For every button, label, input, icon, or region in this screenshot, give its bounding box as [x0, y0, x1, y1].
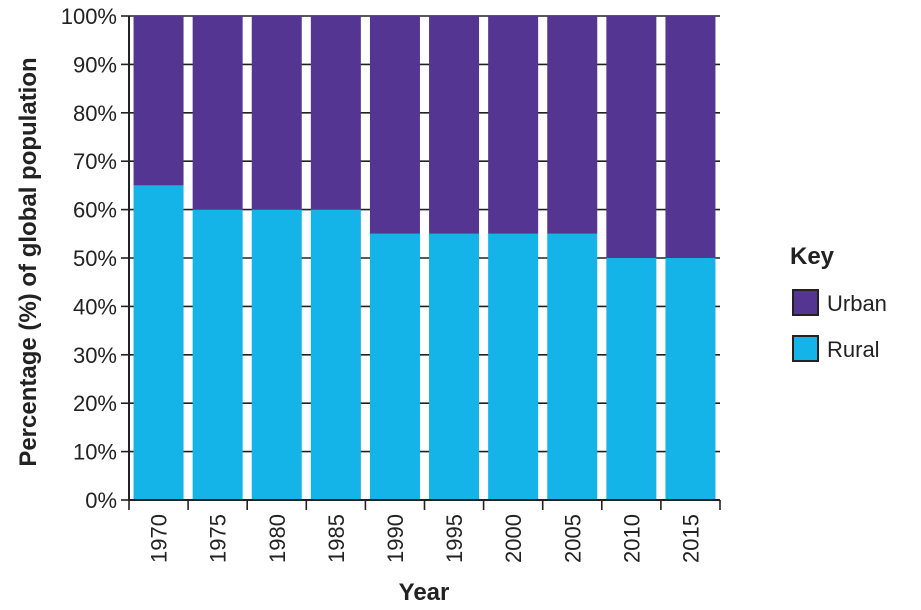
- y-tick-label: 0%: [85, 488, 117, 513]
- bar-urban-1980: [251, 16, 302, 210]
- bar-urban-1990: [369, 16, 420, 234]
- bar-rural-2010: [606, 258, 657, 500]
- y-tick-label: 100%: [61, 4, 117, 29]
- bar-rural-1975: [192, 209, 243, 500]
- x-tick-label: 1990: [383, 514, 408, 563]
- x-axis-title: Year: [399, 579, 450, 606]
- y-tick-label: 70%: [73, 149, 117, 174]
- y-tick-label: 60%: [73, 198, 117, 223]
- legend-label-urban: Urban: [827, 291, 887, 316]
- legend-swatch-urban: [792, 289, 819, 316]
- bar-rural-1990: [369, 233, 420, 501]
- bar-rural-1970: [133, 185, 184, 500]
- x-tick-label: 1970: [147, 514, 172, 563]
- legend: Key Urban Rural: [790, 243, 887, 362]
- bar-rural-2015: [665, 258, 716, 500]
- axes: [121, 15, 721, 510]
- x-tick-label: 2015: [678, 514, 703, 563]
- bar-rural-1980: [251, 209, 302, 500]
- y-tick-label: 10%: [73, 440, 117, 465]
- x-tick-label: 1995: [442, 514, 467, 563]
- bar-rural-2005: [547, 233, 598, 501]
- bar-urban-2010: [606, 16, 657, 258]
- bar-urban-2000: [488, 16, 539, 234]
- bar-urban-1985: [310, 16, 361, 210]
- legend-title: Key: [790, 243, 835, 270]
- bar-rural-1995: [429, 233, 480, 501]
- y-tick-labels: 0% 10% 20% 30% 40% 50% 60% 70% 80% 90% 100%: [61, 4, 117, 513]
- x-tick-label: 1985: [324, 514, 349, 563]
- x-tick-label: 1975: [206, 514, 231, 563]
- bar-urban-2015: [665, 16, 716, 258]
- legend-swatch-rural: [792, 335, 819, 362]
- bar-rural-2000: [488, 233, 539, 501]
- y-tick-label: 20%: [73, 391, 117, 416]
- bar-urban-2005: [547, 16, 598, 234]
- bar-rural-1985: [310, 209, 361, 500]
- bar-urban-1995: [429, 16, 480, 234]
- bar-urban-1970: [133, 16, 184, 186]
- y-tick-label: 50%: [73, 246, 117, 271]
- x-tick-label: 2005: [560, 514, 585, 563]
- x-tick-label: 1980: [265, 514, 290, 563]
- y-tick-label: 40%: [73, 294, 117, 319]
- x-tick-label: 2000: [501, 514, 526, 563]
- y-tick-label: 90%: [73, 52, 117, 77]
- y-tick-label: 30%: [73, 343, 117, 368]
- x-tick-label: 2010: [619, 514, 644, 563]
- bar-urban-1975: [192, 16, 243, 210]
- y-axis-title: Percentage (%) of global population: [15, 57, 42, 466]
- bars: [133, 16, 716, 501]
- y-tick-label: 80%: [73, 101, 117, 126]
- legend-label-rural: Rural: [827, 337, 880, 362]
- x-tick-labels: 1970 1975 1980 1985 1990 1995 2000 2005 2010 2015: [147, 514, 704, 563]
